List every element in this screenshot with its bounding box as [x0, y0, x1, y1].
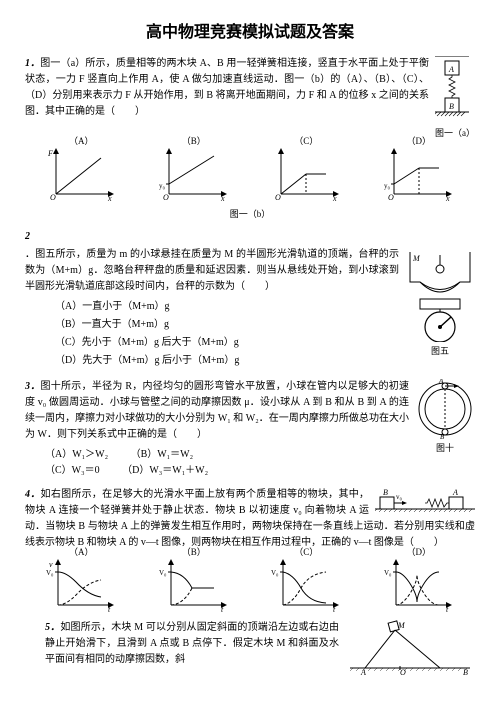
- svg-text:O: O: [400, 668, 406, 675]
- q2-leadnum: 2: [25, 229, 475, 245]
- fig5-caption: 图五: [405, 344, 475, 358]
- svg-text:M: M: [397, 621, 406, 630]
- q3-opt-a: （A）W₁＞W₂: [45, 449, 108, 460]
- q4-charts: （A） v t V₀ （B） t V₀: [25, 557, 475, 612]
- q3-text: 3．图十所示，半径为 R，内径均匀的圆形弯管水平放置，小球在管内以足够大的初速度…: [25, 379, 475, 443]
- svg-text:O: O: [163, 193, 169, 201]
- q4-chart-d: （D） t V₀: [384, 557, 454, 612]
- q3-opt-d: （D）W₃＝W₁＋W₂: [122, 465, 208, 476]
- figure-5: M 图五: [405, 247, 475, 358]
- svg-text:O: O: [275, 193, 281, 201]
- svg-text:V₀: V₀: [384, 569, 392, 577]
- svg-text:x: x: [220, 194, 225, 201]
- svg-text:O: O: [388, 193, 394, 201]
- svg-text:x: x: [107, 194, 112, 201]
- svg-text:B: B: [440, 433, 445, 439]
- svg-text:x: x: [332, 194, 337, 201]
- svg-text:B: B: [463, 668, 468, 675]
- question-4: B v₀ A 4．如右图所示，在足够大的光滑水平面上放有两个质量相等的物块，其: [25, 487, 475, 612]
- q4-chart-b: （B） t V₀: [159, 557, 229, 612]
- q1-charts: （A） F x O （B） x O y₀: [25, 146, 475, 201]
- q1-chart-a: （A） F x O: [46, 146, 116, 201]
- fig1a-caption: 图一（a）: [435, 126, 475, 140]
- svg-text:A: A: [360, 668, 366, 675]
- svg-text:B: B: [449, 102, 454, 111]
- q3-opt-c: （C）W₃＝0: [45, 465, 100, 476]
- question-1: A B 图一（a） 1．图一（a）所示，质量相等的两木块 A、B 用一轻弹簧相连…: [25, 56, 475, 222]
- svg-text:A: A: [448, 65, 454, 74]
- svg-text:M: M: [412, 254, 421, 263]
- svg-text:V₀: V₀: [271, 569, 279, 577]
- q3-options: （A）W₁＞W₂ （B）W₁＝W₂ （C）W₃＝0 （D）W₃＝W₁＋W₂: [25, 447, 475, 479]
- q1-chart-d: （D） x O y₀: [384, 146, 454, 201]
- svg-text:A: A: [438, 379, 444, 385]
- fig10-caption: 图十: [415, 441, 475, 455]
- svg-text:A: A: [452, 488, 458, 497]
- svg-text:F: F: [47, 149, 53, 158]
- svg-text:v₀: v₀: [396, 493, 403, 501]
- figure-10: A B 图十: [415, 379, 475, 455]
- question-5: M A O B 5．如图所示，木块 M 可以分别从固定斜面的顶端沿左边或右边由静…: [25, 620, 475, 675]
- page-title: 高中物理竞赛模拟试题及答案: [25, 20, 475, 46]
- svg-text:x: x: [445, 194, 450, 201]
- q1-text: 1．图一（a）所示，质量相等的两木块 A、B 用一轻弹簧相连接，竖直于水平面上处…: [25, 56, 475, 120]
- svg-text:V₀: V₀: [159, 569, 167, 577]
- q3-opt-b: （B）W₁＝W₂: [131, 449, 194, 460]
- fig1b-caption: 图一（b）: [25, 207, 475, 221]
- svg-text:y₀: y₀: [159, 182, 166, 190]
- question-3: A B 图十 3．图十所示，半径为 R，内径均匀的圆形弯管水平放置，小球在管内以…: [25, 379, 475, 479]
- svg-text:v: v: [49, 560, 53, 569]
- svg-text:O: O: [50, 193, 56, 201]
- figure-q5: M A O B: [345, 620, 475, 675]
- svg-text:B: B: [383, 488, 388, 497]
- q1-chart-c: （C） x O: [271, 146, 341, 201]
- figure-1a: A B 图一（a）: [435, 56, 475, 140]
- svg-text:y₀: y₀: [384, 182, 391, 190]
- q1-chart-b: （B） x O y₀: [159, 146, 229, 201]
- figure-q4: B v₀ A: [375, 487, 475, 519]
- q4-chart-c: （C） t V₀: [271, 557, 341, 612]
- q4-chart-a: （A） v t V₀: [46, 557, 116, 612]
- question-2: 2 M 图五 ．图五所示，质量为 m 的小球悬挂在质量为 M 的半圆形光滑轨道的…: [25, 229, 475, 371]
- svg-text:V₀: V₀: [46, 569, 54, 577]
